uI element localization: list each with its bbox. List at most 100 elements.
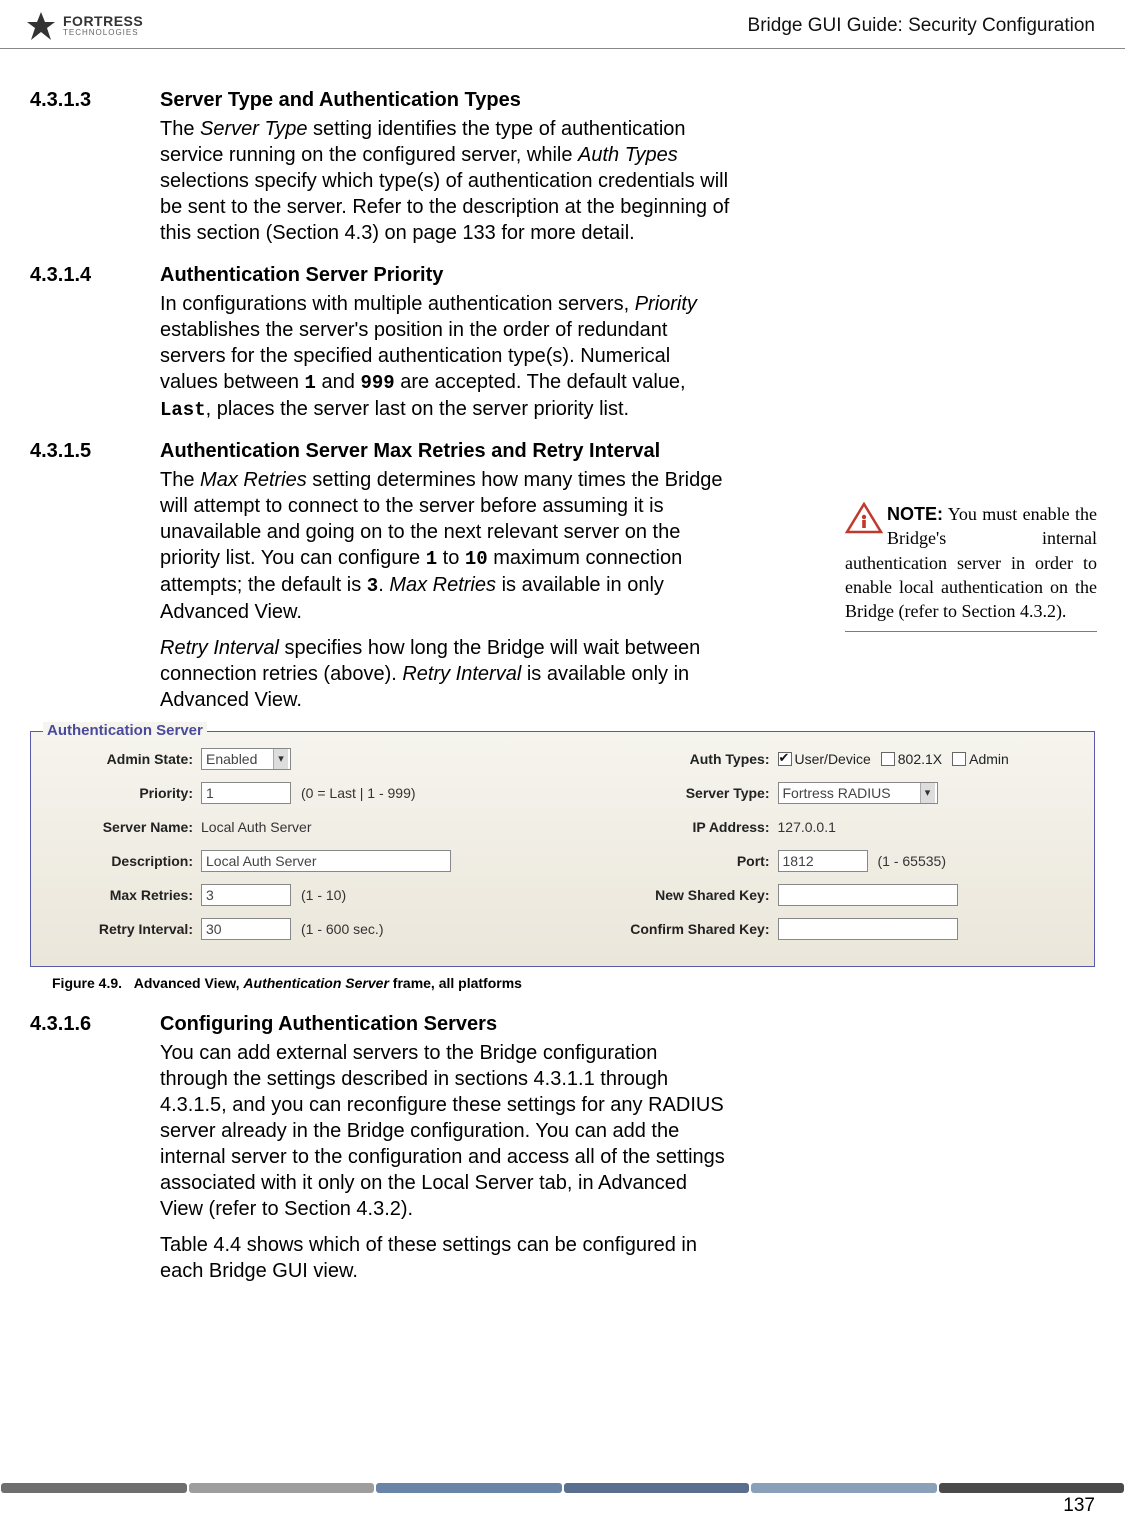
priority-input[interactable] <box>201 782 291 804</box>
user-device-cb-label: User/Device <box>795 751 871 767</box>
priority-hint: (0 = Last | 1 - 999) <box>301 785 416 801</box>
retry-interval-hint: (1 - 600 sec.) <box>301 921 383 937</box>
section: 4.3.1.3Server Type and Authentication Ty… <box>30 89 1095 246</box>
page-number: 137 <box>1063 1495 1095 1517</box>
section-number: 4.3.1.3 <box>30 89 160 116</box>
text-run: The <box>160 118 200 140</box>
text-run: In configurations with multiple authenti… <box>160 293 635 315</box>
text-run: 1 <box>426 548 437 570</box>
auth-types-label: Auth Types: <box>578 751 778 767</box>
8021x-cb-label: 802.1X <box>898 751 942 767</box>
paragraph: The Server Type setting identifies the t… <box>160 116 730 246</box>
text-run: Last <box>160 399 206 421</box>
page-header: FORTRESS TECHNOLOGIES Bridge GUI Guide: … <box>0 0 1125 49</box>
section: 4.3.1.6Configuring Authentication Server… <box>30 1013 1095 1284</box>
description-input[interactable] <box>201 850 451 872</box>
text-run: Retry Interval <box>402 663 521 685</box>
confirm-shared-key-input[interactable] <box>778 918 958 940</box>
admin-state-select[interactable]: Enabled <box>201 748 291 770</box>
section-title: Authentication Server Priority <box>160 264 443 287</box>
max-retries-label: Max Retries: <box>41 887 201 903</box>
stripe-seg <box>564 1483 750 1493</box>
port-input[interactable] <box>778 850 868 872</box>
confirm-shared-key-label: Confirm Shared Key: <box>578 921 778 937</box>
server-name-value: Local Auth Server <box>201 819 312 835</box>
text-run: Max Retries <box>200 469 307 491</box>
user-device-checkbox[interactable] <box>778 752 792 766</box>
stripe-seg <box>751 1483 937 1493</box>
figure-text-italic: Authentication Server <box>243 975 388 991</box>
figure-number: Figure 4.9. <box>52 975 122 991</box>
text-run: are accepted. The default value, <box>395 371 686 393</box>
logo-text: FORTRESS <box>63 15 143 28</box>
logo-subtext: TECHNOLOGIES <box>63 28 143 37</box>
new-shared-key-label: New Shared Key: <box>578 887 778 903</box>
screenshot-left-column: Admin State: Enabled Priority: (0 = Last… <box>41 746 548 950</box>
text-run: to <box>437 547 465 569</box>
max-retries-input[interactable] <box>201 884 291 906</box>
figure-text-a: Advanced View, <box>134 975 244 991</box>
stripe-seg <box>189 1483 375 1493</box>
text-run: Priority <box>635 293 697 315</box>
stripe-seg <box>939 1483 1125 1493</box>
admin-checkbox[interactable] <box>952 752 966 766</box>
screenshot-right-column: Auth Types: User/Device 802.1X Admin Ser… <box>578 746 1085 950</box>
section: 4.3.1.4Authentication Server Priority In … <box>30 264 1095 422</box>
figure-caption: Figure 4.9. Advanced View, Authenticatio… <box>52 975 1095 991</box>
section-number: 4.3.1.6 <box>30 1013 160 1040</box>
note-box: NOTE: You must enable the Bridge's inter… <box>845 502 1097 632</box>
auth-server-screenshot: Authentication Server Admin State: Enabl… <box>30 731 1095 967</box>
server-type-label: Server Type: <box>578 785 778 801</box>
ip-address-value: 127.0.0.1 <box>778 819 836 835</box>
text-run: The <box>160 469 200 491</box>
text-run: 3 <box>367 575 378 597</box>
new-shared-key-input[interactable] <box>778 884 958 906</box>
description-label: Description: <box>41 853 201 869</box>
paragraph: The Max Retries setting determines how m… <box>160 467 730 624</box>
8021x-checkbox[interactable] <box>881 752 895 766</box>
retry-interval-input[interactable] <box>201 918 291 940</box>
text-run: Local Server <box>421 1172 533 1194</box>
section-number: 4.3.1.5 <box>30 440 160 467</box>
text-run: Server Type <box>200 118 307 140</box>
admin-cb-label: Admin <box>969 751 1009 767</box>
paragraph: You can add external servers to the Brid… <box>160 1040 730 1222</box>
header-title: Bridge GUI Guide: Security Configuration <box>748 15 1095 37</box>
text-run: Retry Interval <box>160 637 279 659</box>
text-run: selections specify which type(s) of auth… <box>160 170 729 244</box>
text-run: and <box>316 371 360 393</box>
section-title: Authentication Server Max Retries and Re… <box>160 440 660 463</box>
paragraph: Retry Interval specifies how long the Br… <box>160 635 730 713</box>
admin-state-label: Admin State: <box>41 751 201 767</box>
retry-interval-label: Retry Interval: <box>41 921 201 937</box>
max-retries-hint: (1 - 10) <box>301 887 346 903</box>
text-run: , places the server last on the server p… <box>206 398 630 420</box>
text-run: Table 4.4 shows which of these settings … <box>160 1234 697 1282</box>
priority-label: Priority: <box>41 785 201 801</box>
stripe-seg <box>1 1483 187 1493</box>
fieldset-legend: Authentication Server <box>43 722 207 739</box>
text-run: 1 <box>305 372 316 394</box>
text-run: 10 <box>465 548 488 570</box>
figure-text-b: frame, all platforms <box>389 975 522 991</box>
server-type-select[interactable]: Fortress RADIUS <box>778 782 938 804</box>
text-run: Auth Types <box>578 144 678 166</box>
port-label: Port: <box>578 853 778 869</box>
ip-address-label: IP Address: <box>578 819 778 835</box>
port-hint: (1 - 65535) <box>878 853 946 869</box>
text-run: . <box>378 574 389 596</box>
section-title: Configuring Authentication Servers <box>160 1013 497 1036</box>
server-name-label: Server Name: <box>41 819 201 835</box>
fortress-logo-icon <box>25 10 57 42</box>
footer-stripe <box>0 1483 1125 1493</box>
note-label: NOTE: <box>887 504 943 524</box>
text-run: 999 <box>360 372 394 394</box>
section-title: Server Type and Authentication Types <box>160 89 521 112</box>
text-run: Max Retries <box>389 574 496 596</box>
paragraph: Table 4.4 shows which of these settings … <box>160 1232 730 1284</box>
section-number: 4.3.1.4 <box>30 264 160 291</box>
stripe-seg <box>376 1483 562 1493</box>
content: 4.3.1.3Server Type and Authentication Ty… <box>0 49 1125 1284</box>
logo: FORTRESS TECHNOLOGIES <box>25 10 143 42</box>
warning-info-icon <box>845 502 883 534</box>
